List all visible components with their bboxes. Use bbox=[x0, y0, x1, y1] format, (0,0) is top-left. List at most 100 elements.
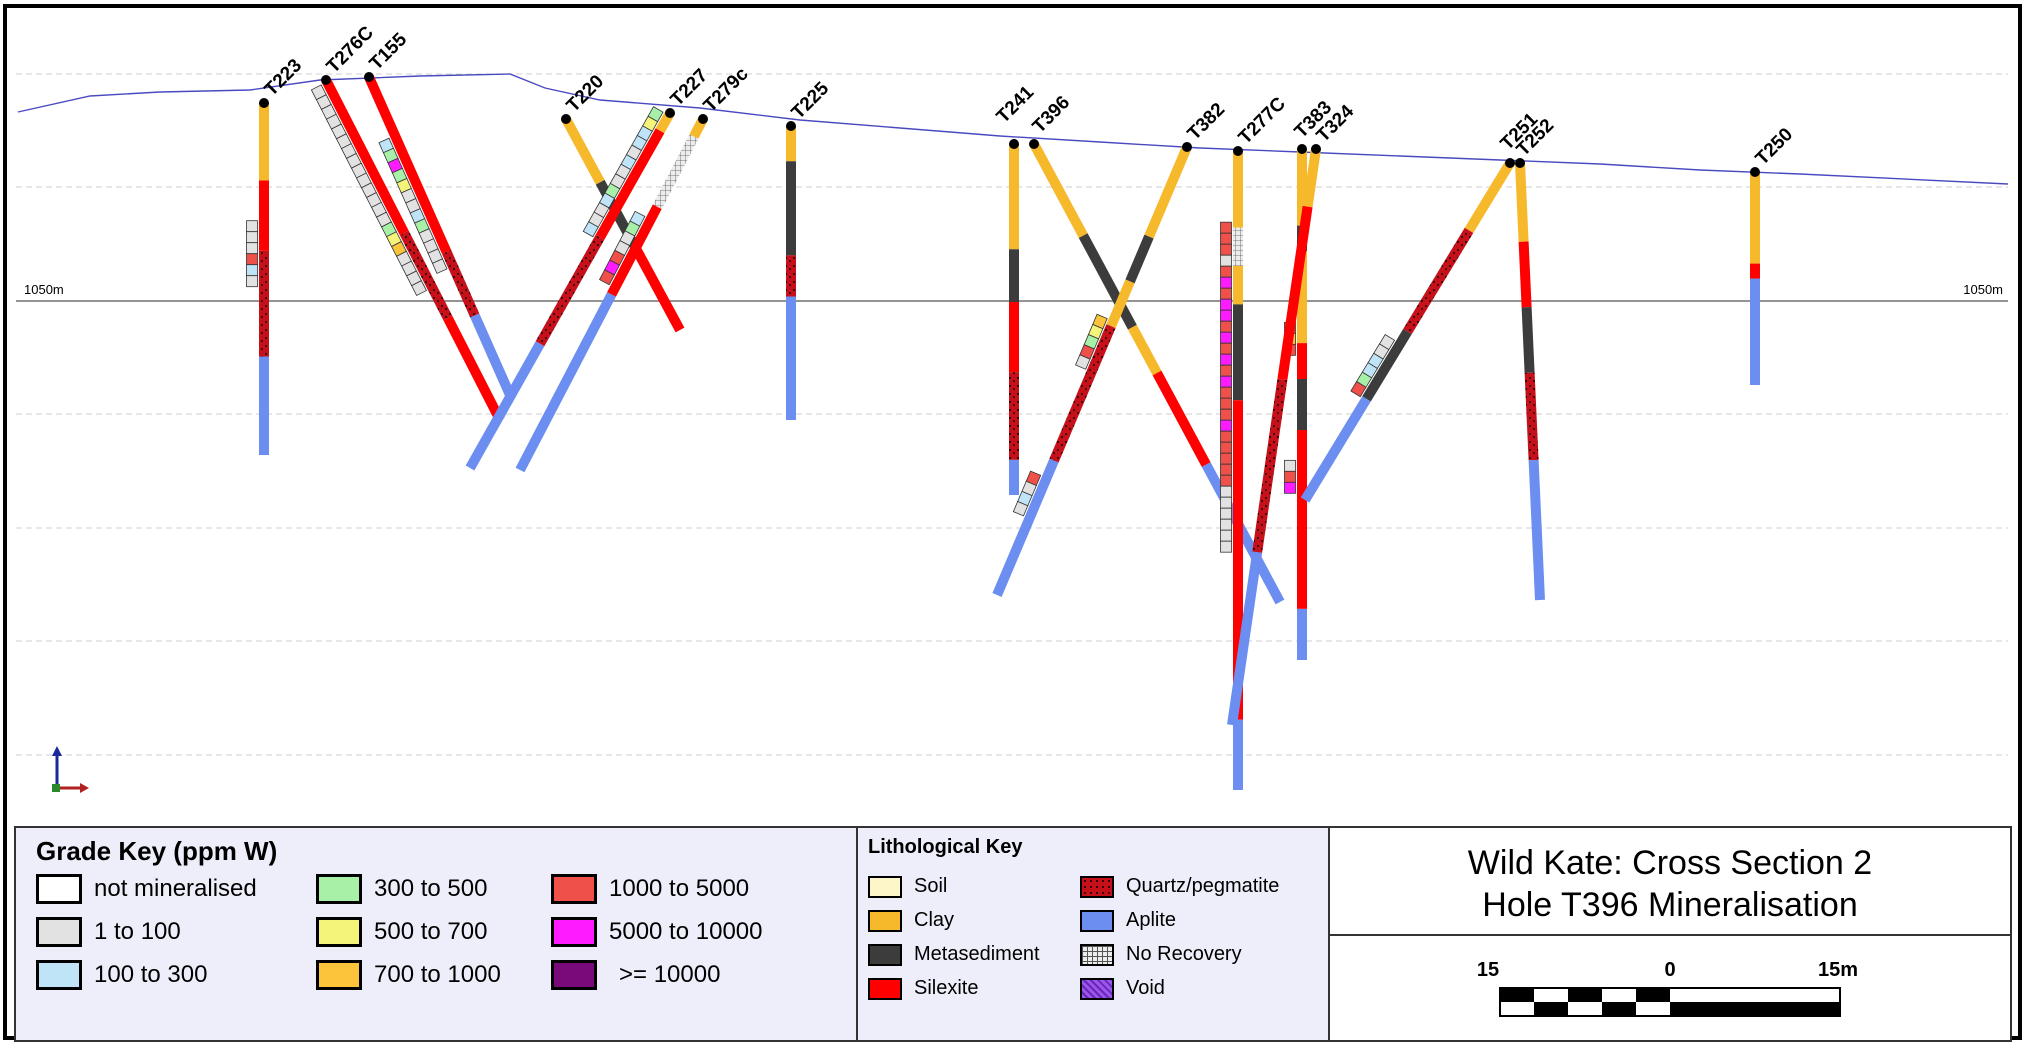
hole-segment bbox=[595, 128, 665, 240]
drill-hole-t251: T251 bbox=[1300, 109, 1542, 503]
lithological-key-legend: Lithological Key Soil Clay Metasediment … bbox=[856, 826, 1330, 1042]
grade-sample bbox=[1284, 459, 1296, 472]
grade-key-label: 1000 to 5000 bbox=[609, 875, 750, 902]
grade-sample bbox=[1220, 441, 1232, 454]
hole-segment bbox=[1464, 160, 1515, 233]
grade-key-label: 500 to 700 bbox=[374, 918, 488, 945]
grade-sample bbox=[246, 253, 258, 266]
grade-sample bbox=[1220, 342, 1232, 355]
hole-segment bbox=[652, 134, 699, 210]
litho-key-title: Lithological Key bbox=[868, 836, 1023, 858]
grade-sample bbox=[246, 275, 258, 288]
collar-marker bbox=[1233, 146, 1243, 156]
scale-label-left: 15 bbox=[1477, 959, 1499, 981]
grade-sample bbox=[1220, 452, 1232, 465]
litho-swatch bbox=[868, 875, 902, 898]
litho-key-item: Quartz/pegmatite bbox=[1080, 875, 1279, 898]
grade-swatch bbox=[316, 960, 362, 990]
grade-sample bbox=[582, 221, 599, 238]
scale-bar-box: 15 0 15m bbox=[1328, 934, 2012, 1042]
litho-swatch bbox=[1080, 977, 1114, 1000]
litho-swatch bbox=[868, 943, 902, 966]
litho-key-label: Metasediment bbox=[914, 943, 1040, 965]
hole-segment bbox=[1302, 148, 1321, 208]
grade-sample bbox=[431, 258, 448, 274]
grade-swatch bbox=[551, 917, 597, 947]
grade-key-item: not mineralised bbox=[36, 874, 257, 904]
collar-marker bbox=[1182, 142, 1192, 152]
litho-key-item: Soil bbox=[868, 875, 947, 898]
collar-marker bbox=[665, 108, 675, 118]
hole-segment bbox=[992, 458, 1059, 597]
grade-swatch bbox=[36, 917, 82, 947]
hole-segment bbox=[465, 341, 545, 471]
grade-sample bbox=[1220, 430, 1232, 443]
hole-segment bbox=[1144, 145, 1192, 239]
grade-key-label: 700 to 1000 bbox=[374, 961, 501, 988]
grade-sample bbox=[1220, 353, 1232, 366]
collar-marker bbox=[1750, 167, 1760, 177]
drill-hole-t252: T252 bbox=[1513, 115, 1558, 601]
grade-sample bbox=[1220, 254, 1232, 267]
grade-key-item: 100 to 300 bbox=[36, 960, 207, 990]
hole-segment bbox=[1528, 459, 1545, 601]
grade-sample bbox=[1220, 474, 1232, 487]
grade-key-title: Grade Key (ppm W) bbox=[36, 836, 278, 866]
collar-marker bbox=[786, 121, 796, 131]
hole-segment bbox=[1127, 324, 1162, 376]
grade-key-item: >= 10000 bbox=[551, 960, 720, 990]
collar-marker bbox=[1515, 158, 1525, 168]
hole-segment bbox=[1227, 551, 1263, 726]
hole-segment bbox=[321, 77, 409, 236]
hole-segment bbox=[1152, 370, 1211, 467]
figure-title-box: Wild Kate: Cross Section 2 Hole T396 Min… bbox=[1328, 826, 2012, 936]
grade-sample bbox=[1220, 518, 1232, 531]
grade-sample bbox=[1220, 463, 1232, 476]
hole-segment bbox=[630, 243, 685, 333]
grade-key-item: 700 to 1000 bbox=[316, 960, 501, 990]
grade-sample bbox=[1220, 232, 1232, 245]
grade-sample bbox=[1350, 380, 1367, 398]
hole-segment bbox=[1277, 205, 1313, 381]
hole-segment bbox=[1362, 328, 1412, 402]
collar-marker bbox=[1029, 139, 1039, 149]
hole-segment bbox=[1524, 372, 1539, 461]
hole-segment bbox=[364, 74, 452, 254]
elevation-label-left: 1050m bbox=[24, 282, 64, 297]
grade-sample bbox=[1220, 364, 1232, 377]
hole-segment bbox=[399, 230, 453, 321]
hole-segment bbox=[443, 315, 505, 423]
grade-swatch bbox=[316, 917, 362, 947]
drill-hole-t225: T225 bbox=[786, 78, 833, 420]
litho-swatch bbox=[868, 909, 902, 932]
hole-segment bbox=[515, 292, 616, 473]
scale-label-right: 15m bbox=[1818, 959, 1858, 981]
topo-line bbox=[17, 73, 2009, 185]
hole-segment bbox=[1521, 306, 1535, 373]
hole-segment bbox=[535, 234, 605, 347]
drill-hole-t277c: T277C bbox=[1220, 93, 1290, 790]
drill-hole-t382: T382 bbox=[992, 99, 1229, 597]
grade-sample bbox=[1220, 287, 1232, 300]
drill-hole-t250: T250 bbox=[1750, 124, 1797, 385]
litho-swatch bbox=[868, 977, 902, 1000]
hole-label: T223 bbox=[261, 55, 306, 100]
figure-title: Wild Kate: Cross Section 2 Hole T396 Min… bbox=[1330, 842, 2010, 926]
hole-label: T276C bbox=[323, 22, 378, 77]
litho-key-label: Void bbox=[1126, 977, 1165, 999]
grade-sample bbox=[1220, 397, 1232, 410]
collar-marker bbox=[321, 75, 331, 85]
litho-key-item: Clay bbox=[868, 909, 954, 932]
grade-sample bbox=[246, 242, 258, 255]
grade-swatch bbox=[36, 874, 82, 904]
grade-swatch bbox=[551, 960, 597, 990]
hole-segment bbox=[561, 116, 605, 185]
grade-sample bbox=[1220, 265, 1232, 278]
grade-sample bbox=[1220, 298, 1232, 311]
hole-label: T250 bbox=[1752, 124, 1797, 169]
grade-key-label: 100 to 300 bbox=[94, 961, 208, 988]
drill-hole-t276c: T276C bbox=[310, 22, 505, 423]
collar-marker bbox=[1505, 158, 1515, 168]
grade-sample bbox=[1220, 221, 1232, 234]
